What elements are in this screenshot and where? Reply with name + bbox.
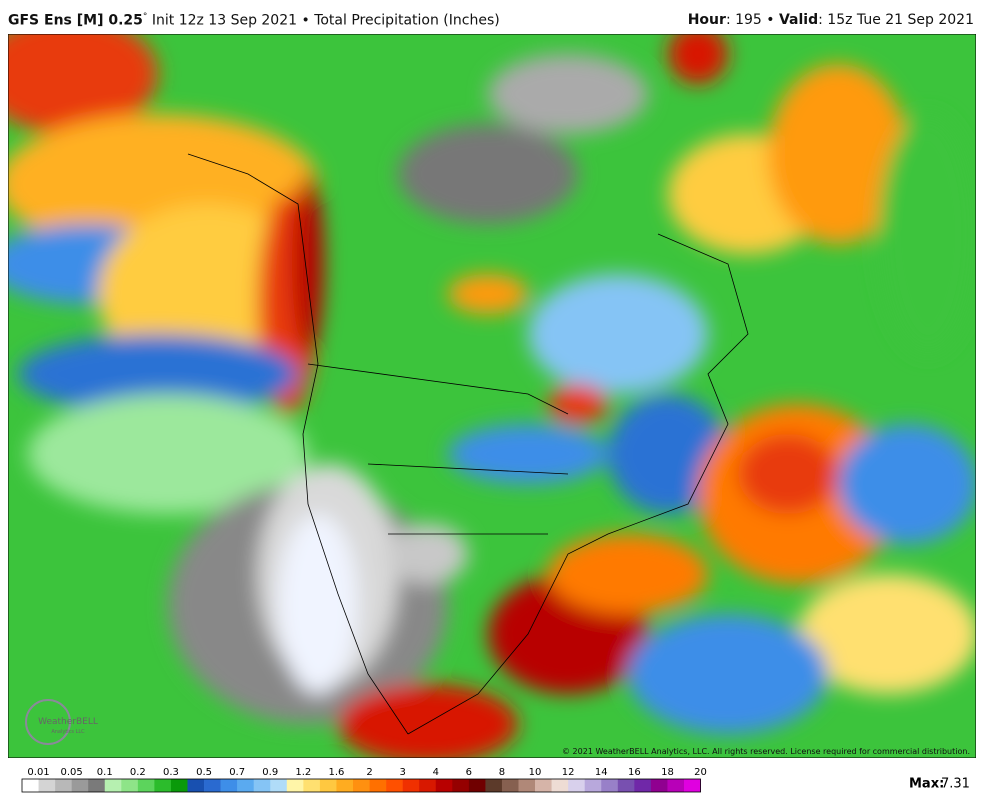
color-cell (568, 779, 585, 792)
model: GFS Ens [M] 0.25 (8, 12, 143, 29)
color-cell (650, 779, 668, 792)
scale-label: 0.1 (97, 767, 113, 778)
color-cell (518, 779, 536, 792)
color-cell (38, 779, 56, 792)
color-cell (104, 779, 122, 792)
color-cell (154, 779, 172, 792)
hour-label: Hour (687, 12, 726, 28)
logo: WeatherBELL Analytics LLC (25, 699, 98, 745)
scale-label: 0.7 (229, 767, 245, 778)
scale-label: 0.9 (262, 767, 278, 778)
color-cell (535, 779, 552, 792)
valid-value: : 15z Tue 21 Sep 2021 (818, 12, 974, 28)
color-cell (435, 779, 453, 792)
color-cell (286, 779, 304, 792)
color-cell (419, 779, 437, 792)
color-cell (584, 779, 602, 792)
color-cell (386, 779, 403, 792)
scale-label: 0.2 (130, 767, 146, 778)
legend: Max: 7.31 0.01 0.05 0.1 0.2 0.3 0.5 0.7 0.9 1.2 1… (21, 767, 970, 793)
scale-label: 16 (628, 767, 641, 778)
precip-field: WeatherBELL Analytics LLC © 2021 Weather… (8, 34, 976, 758)
color-cell (617, 779, 635, 792)
copyright: © 2021 WeatherBELL Analytics, LLC. All r… (562, 747, 970, 756)
color-cell (501, 779, 519, 792)
color-cell (170, 779, 188, 792)
max-value: 7.31 (941, 777, 970, 792)
scale-label: 2 (366, 767, 372, 778)
scale-label: 0.3 (163, 767, 179, 778)
coastlines (187, 153, 749, 735)
color-cell (684, 779, 701, 792)
color-cell (55, 779, 72, 792)
color-cell (353, 779, 370, 792)
color-cell (270, 779, 288, 792)
color-scale (21, 778, 701, 793)
scale-label: 0.5 (196, 767, 212, 778)
hour-value: : 195 • (725, 12, 779, 28)
color-cell (551, 779, 569, 792)
description: Init 12z 13 Sep 2021 • Total Precipitati… (147, 12, 500, 29)
color-cell (468, 779, 486, 792)
scale-label: 4 (433, 767, 439, 778)
color-cell (452, 779, 470, 792)
color-cell (137, 779, 155, 792)
header-left: GFS Ens [M] 0.25° Init 12z 13 Sep 2021 •… (8, 12, 500, 29)
color-cell (667, 779, 685, 792)
color-cell (253, 779, 271, 792)
map: WeatherBELL Analytics LLC © 2021 Weather… (8, 34, 976, 758)
color-cell (121, 779, 139, 792)
color-cell (88, 779, 106, 792)
scale-border (21, 778, 701, 793)
scale-label: 0.05 (61, 767, 83, 778)
scale-label: 3 (399, 767, 405, 778)
scale-label: 20 (694, 767, 707, 778)
header: GFS Ens [M] 0.25° Init 12z 13 Sep 2021 •… (0, 0, 984, 34)
color-cell (220, 779, 238, 792)
color-cell (601, 779, 619, 792)
color-cell (319, 779, 337, 792)
color-cell (485, 779, 503, 792)
scale-label: 18 (661, 767, 674, 778)
color-cell (204, 779, 221, 792)
color-cell (369, 779, 387, 792)
color-cell (402, 779, 420, 792)
scale-label: 14 (595, 767, 608, 778)
scale-label: 12 (562, 767, 575, 778)
scale-label: 1.2 (295, 767, 311, 778)
logo-text: WeatherBELL (38, 717, 98, 727)
color-cell (336, 779, 354, 792)
color-cell (634, 779, 652, 792)
color-cell (71, 779, 89, 792)
color-cell (22, 779, 39, 792)
color-cell (187, 779, 205, 792)
scale-label: 6 (466, 767, 472, 778)
scale-label: 8 (499, 767, 505, 778)
degree: ° (142, 12, 148, 22)
header-right: Hour: 195 • Valid: 15z Tue 21 Sep 2021 (688, 12, 974, 28)
color-cell (237, 779, 254, 792)
color-cell (303, 779, 321, 792)
logo-sub: Analytics LLC (51, 729, 85, 735)
max-label: Max: (909, 777, 944, 792)
valid-label: Valid (778, 12, 819, 28)
scale-label: 1.6 (328, 767, 344, 778)
scale-label: 10 (529, 767, 542, 778)
scale-label: 0.01 (27, 767, 49, 778)
